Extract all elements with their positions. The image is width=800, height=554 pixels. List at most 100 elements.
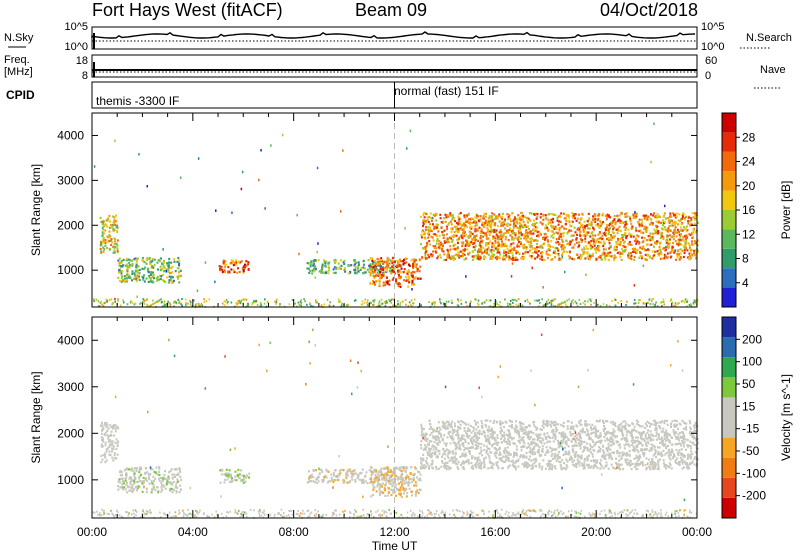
echo-cell-0 xyxy=(108,440,111,443)
echo-cell-5 xyxy=(649,223,651,226)
echo-cell-5 xyxy=(477,425,480,428)
echo-cell-5 xyxy=(680,233,682,236)
echo-cell-5 xyxy=(554,421,557,424)
ground-scatter-cell xyxy=(180,303,182,306)
echo-cell-5 xyxy=(510,258,513,261)
ground-scatter-cell xyxy=(461,515,464,518)
echo-cell-5 xyxy=(681,249,684,252)
echo-cell-5 xyxy=(570,234,573,237)
ground-scatter-cell xyxy=(426,514,429,517)
echo-cell-5 xyxy=(503,220,506,223)
echo-cell-5 xyxy=(453,234,456,237)
ground-scatter-cell xyxy=(373,299,376,302)
echo-cell-3 xyxy=(321,267,324,270)
echo-cell-5 xyxy=(677,249,679,252)
ground-scatter-cell xyxy=(572,299,574,301)
echo-cell-5 xyxy=(611,225,614,228)
echo-cell-4 xyxy=(380,483,383,487)
noise-cell xyxy=(241,170,244,174)
echo-cell-4 xyxy=(371,268,374,271)
echo-cell-0 xyxy=(113,237,116,240)
echo-cell-5 xyxy=(422,222,425,226)
echo-cell-1 xyxy=(166,480,169,483)
echo-cell-5 xyxy=(517,251,520,254)
echo-cell-3 xyxy=(375,471,378,474)
echo-cell-4 xyxy=(417,491,420,495)
echo-cell-5 xyxy=(547,222,550,226)
echo-cell-5 xyxy=(635,251,638,254)
echo-cell-5 xyxy=(658,438,661,441)
echo-cell-2 xyxy=(245,260,248,263)
ground-scatter-cell xyxy=(366,301,368,304)
echo-cell-1 xyxy=(153,480,156,483)
echo-cell-5 xyxy=(496,225,499,228)
ground-scatter-cell xyxy=(518,302,521,305)
ground-scatter-cell xyxy=(303,298,305,301)
echo-cell-5 xyxy=(433,225,436,228)
echo-cell-5 xyxy=(608,214,610,217)
echo-cell-4 xyxy=(395,282,398,285)
ground-scatter-cell xyxy=(570,300,573,303)
echo-cell-5 xyxy=(683,246,686,249)
echo-cell-5 xyxy=(524,235,527,238)
echo-cell-4 xyxy=(373,276,376,279)
ground-scatter-cell xyxy=(457,304,460,307)
ground-scatter-cell xyxy=(335,509,337,512)
echo-cell-1 xyxy=(129,264,131,267)
echo-cell-5 xyxy=(538,462,541,465)
echo-cell-5 xyxy=(632,250,634,253)
ground-scatter-cell xyxy=(195,510,198,513)
echo-cell-5 xyxy=(637,420,640,423)
echo-cell-3 xyxy=(368,469,371,472)
echo-cell-1 xyxy=(120,477,123,480)
noise-cell xyxy=(260,149,262,152)
echo-cell-5 xyxy=(571,460,574,463)
echo-cell-5 xyxy=(475,216,478,220)
echo-cell-5 xyxy=(541,246,544,249)
nsky-series-line xyxy=(91,31,696,39)
echo-cell-5 xyxy=(575,238,578,241)
echo-cell-1 xyxy=(155,471,157,474)
echo-cell-4 xyxy=(408,264,411,267)
ground-scatter-cell xyxy=(230,301,233,304)
ground-scatter-cell xyxy=(578,511,580,514)
ground-scatter-cell xyxy=(553,298,555,301)
echo-cell-3 xyxy=(321,265,324,268)
echo-cell-5 xyxy=(536,239,539,242)
echo-cell-5 xyxy=(517,236,520,239)
echo-cell-5 xyxy=(552,430,555,433)
ground-scatter-cell xyxy=(178,300,181,303)
echo-cell-4 xyxy=(372,263,375,266)
echo-cell-5 xyxy=(444,220,447,223)
ground-scatter-cell xyxy=(338,300,340,303)
ground-scatter-cell xyxy=(150,511,152,514)
echo-cell-5 xyxy=(631,226,634,229)
echo-cell-4 xyxy=(383,487,386,490)
echo-cell-5 xyxy=(641,425,644,428)
ground-scatter-cell xyxy=(103,302,106,305)
echo-cell-5 xyxy=(554,252,557,255)
echo-cell-5 xyxy=(508,250,511,253)
echo-cell-5 xyxy=(598,226,601,229)
echo-cell-5 xyxy=(540,251,542,255)
echo-cell-5 xyxy=(441,420,444,423)
echo-cell-5 xyxy=(512,219,515,222)
echo-cell-4 xyxy=(389,483,392,486)
echo-cell-5 xyxy=(631,247,634,250)
echo-cell-4 xyxy=(386,282,389,285)
echo-cell-5 xyxy=(635,215,638,218)
echo-cell-5 xyxy=(635,242,638,245)
echo-cell-5 xyxy=(536,243,539,246)
echo-cell-5 xyxy=(664,217,667,220)
echo-cell-5 xyxy=(542,218,545,221)
echo-cell-5 xyxy=(621,222,624,225)
ground-scatter-cell xyxy=(328,304,331,307)
echo-cell-5 xyxy=(503,232,506,235)
echo-cell-4 xyxy=(397,282,400,285)
echo-cell-4 xyxy=(411,274,414,277)
echo-cell-5 xyxy=(526,220,529,223)
echo-cell-3 xyxy=(348,469,351,472)
ground-scatter-cell xyxy=(543,516,545,519)
echo-cell-0 xyxy=(102,428,105,431)
echo-cell-0 xyxy=(111,450,113,453)
